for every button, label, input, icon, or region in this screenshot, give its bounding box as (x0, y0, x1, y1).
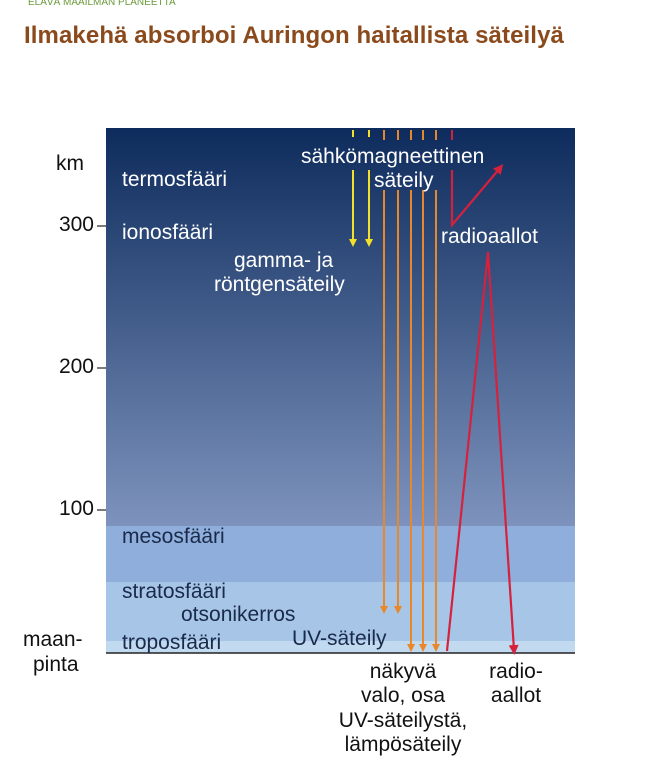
gamma-label-line2: röntgensäteily (214, 273, 345, 296)
tick-label-100: 100 (58, 497, 94, 520)
layer-label-stratosphere: stratosfääri (122, 580, 226, 603)
uv-label: UV-säteily (292, 627, 387, 650)
mesosphere-band (106, 526, 575, 582)
bottom-radio-line2: aallot (490, 684, 542, 707)
tick-label-200: 200 (58, 355, 94, 378)
tick-label-300: 300 (58, 213, 94, 236)
stratosphere-band (106, 582, 575, 641)
radio-ground-arrow (445, 251, 519, 655)
layer-label-ozone: otsonikerros (181, 603, 296, 626)
layer-label-ionosphere: ionosfääri (122, 221, 214, 244)
bottom-visible-line3: UV-säteilystä, (338, 709, 468, 732)
page-title: Ilmakehä absorboi Auringon haitallista s… (24, 22, 564, 49)
layer-label-mesosphere: mesosfääri (122, 525, 225, 548)
em-radiation-label-line1: sähkömagneettinen (301, 145, 485, 168)
ground-label-line2: pinta (33, 653, 79, 676)
layer-label-troposphere: troposfääri (122, 631, 222, 654)
em-radiation-label-line2: säteily (374, 169, 434, 192)
bottom-radio-line1: radio- (489, 660, 543, 683)
layer-label-thermosphere: termosfääri (122, 168, 228, 191)
bottom-visible-line4: lämpösäteily (344, 733, 462, 756)
radio-waves-top-label: radioaallot (441, 225, 538, 248)
gamma-label-line1: gamma- ja (234, 249, 334, 272)
bottom-visible-line2: valo, osa (360, 684, 446, 707)
top-note: ELÄVÄ MAAILMAN PLANEETTA (28, 0, 176, 8)
axis-unit-label: km (56, 152, 84, 175)
sky-upper-atmosphere (106, 128, 575, 526)
radio-reflect-arrow (450, 164, 504, 229)
troposphere-band (106, 641, 575, 653)
bottom-visible-line1: näkyvä (369, 660, 437, 683)
ground-label-line1: maan- (23, 628, 83, 651)
